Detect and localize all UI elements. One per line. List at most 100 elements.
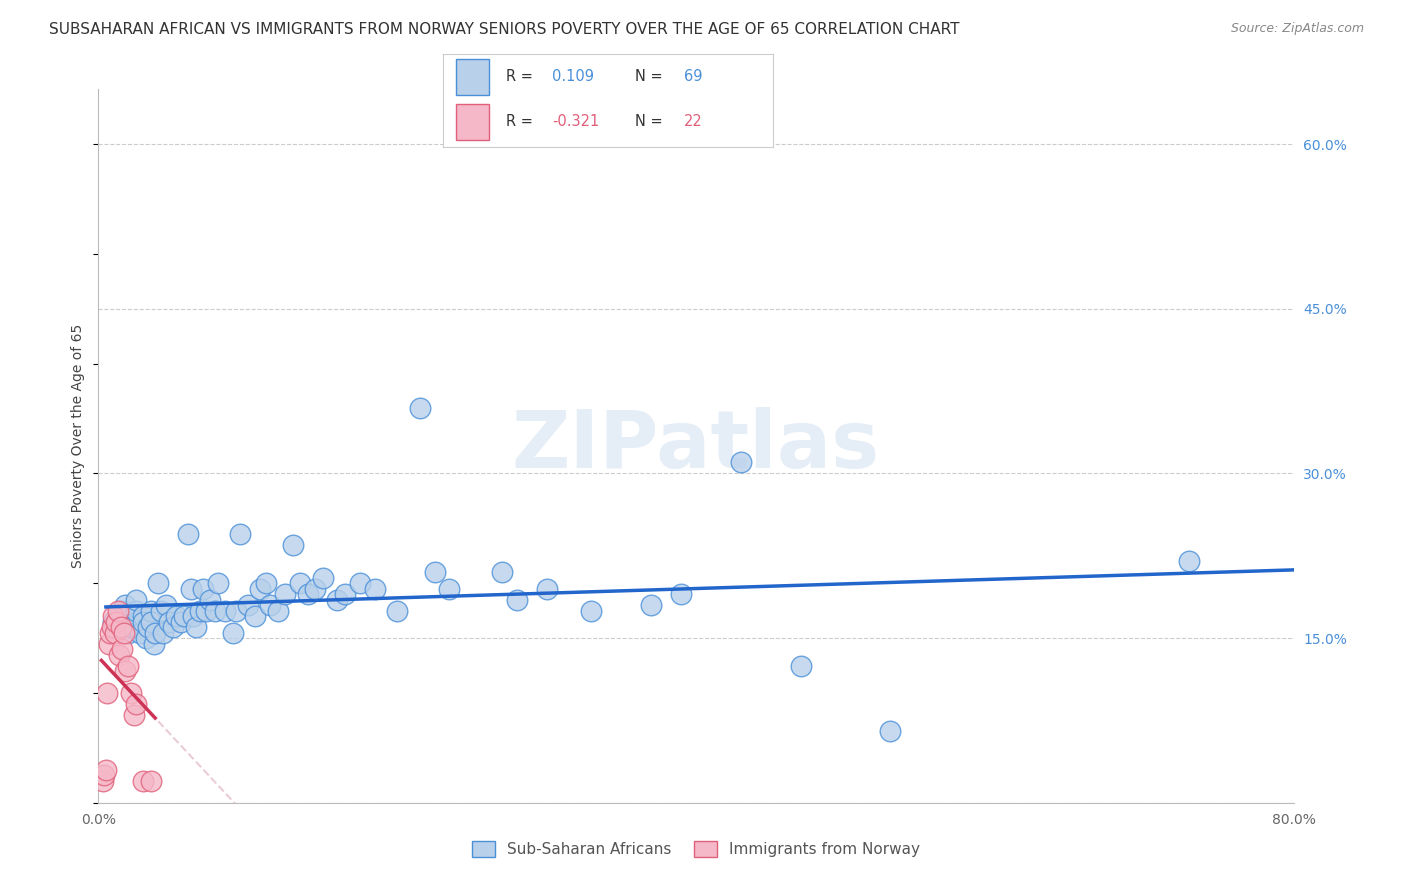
Point (200, 592, 222, 607)
Text: N =: N = (634, 70, 666, 85)
Point (98, 625, 122, 640)
Point (139, 604, 162, 618)
Text: Source: ZipAtlas.com: Source: ZipAtlas.com (1230, 22, 1364, 36)
Text: 0.109: 0.109 (553, 70, 593, 85)
Point (326, 592, 349, 607)
Point (120, 620, 142, 634)
Point (408, 401, 430, 415)
Point (97, 637, 120, 651)
Point (491, 566, 513, 580)
Point (236, 598, 259, 612)
Point (349, 576, 371, 591)
Point (184, 620, 207, 634)
Point (107, 604, 129, 618)
Text: N =: N = (634, 114, 666, 129)
Point (333, 587, 356, 601)
Point (288, 576, 311, 591)
Point (139, 773, 162, 788)
Point (173, 609, 195, 624)
Point (148, 576, 170, 591)
Point (114, 664, 136, 678)
Point (181, 609, 204, 624)
Point (125, 604, 148, 618)
Point (879, 724, 901, 739)
Point (423, 566, 446, 580)
Text: SUBSAHARAN AFRICAN VS IMMIGRANTS FROM NORWAY SENIORS POVERTY OVER THE AGE OF 65 : SUBSAHARAN AFRICAN VS IMMIGRANTS FROM NO… (49, 22, 960, 37)
Point (195, 604, 218, 618)
Text: R =: R = (506, 70, 537, 85)
Point (110, 620, 132, 634)
Point (157, 615, 180, 629)
Point (214, 604, 236, 618)
Point (169, 615, 191, 629)
Point (96, 686, 118, 700)
Point (222, 625, 245, 640)
Point (110, 604, 132, 618)
Point (180, 582, 202, 596)
Point (536, 582, 558, 596)
Point (204, 604, 226, 618)
Point (177, 526, 200, 541)
Point (259, 598, 281, 612)
Point (117, 625, 139, 640)
Point (207, 576, 229, 591)
Point (1178, 554, 1201, 568)
Point (297, 587, 319, 601)
Point (267, 604, 290, 618)
Point (162, 620, 184, 634)
Y-axis label: Seniors Poverty Over the Age of 65: Seniors Poverty Over the Age of 65 (72, 324, 86, 568)
Point (114, 598, 136, 612)
Text: R =: R = (506, 114, 537, 129)
Point (385, 604, 409, 618)
Point (136, 620, 159, 634)
Point (165, 609, 187, 624)
Point (364, 582, 387, 596)
Point (142, 637, 165, 651)
Point (135, 631, 157, 645)
Point (281, 538, 304, 552)
Point (143, 625, 166, 640)
Point (245, 609, 267, 624)
Point (506, 592, 529, 607)
Point (152, 625, 174, 640)
Point (229, 526, 252, 541)
Point (108, 648, 131, 662)
Point (132, 615, 155, 629)
Point (103, 609, 125, 624)
Point (117, 658, 139, 673)
Point (669, 587, 692, 601)
Point (91, 773, 114, 788)
Point (105, 615, 128, 629)
Point (101, 620, 124, 634)
Point (103, 615, 125, 629)
Text: 69: 69 (685, 70, 703, 85)
Legend: Sub-Saharan Africans, Immigrants from Norway: Sub-Saharan Africans, Immigrants from No… (465, 835, 927, 863)
Point (311, 571, 333, 585)
Point (581, 604, 603, 618)
Point (254, 576, 277, 591)
Point (124, 708, 146, 723)
Point (132, 609, 155, 624)
Point (139, 615, 162, 629)
Point (249, 582, 271, 596)
Point (439, 582, 461, 596)
Point (125, 697, 148, 711)
Point (155, 598, 177, 612)
Point (132, 773, 155, 788)
Point (112, 625, 135, 640)
Text: 22: 22 (685, 114, 703, 129)
Text: -0.321: -0.321 (553, 114, 599, 129)
Point (789, 658, 811, 673)
Point (125, 592, 148, 607)
Point (104, 625, 127, 640)
Point (730, 455, 752, 469)
Point (111, 642, 134, 657)
Point (93, 768, 115, 782)
Point (120, 686, 142, 700)
Text: ZIPatlas: ZIPatlas (512, 407, 880, 485)
Point (188, 604, 211, 618)
Point (225, 604, 247, 618)
Point (150, 604, 173, 618)
Point (274, 587, 297, 601)
FancyBboxPatch shape (456, 104, 489, 140)
